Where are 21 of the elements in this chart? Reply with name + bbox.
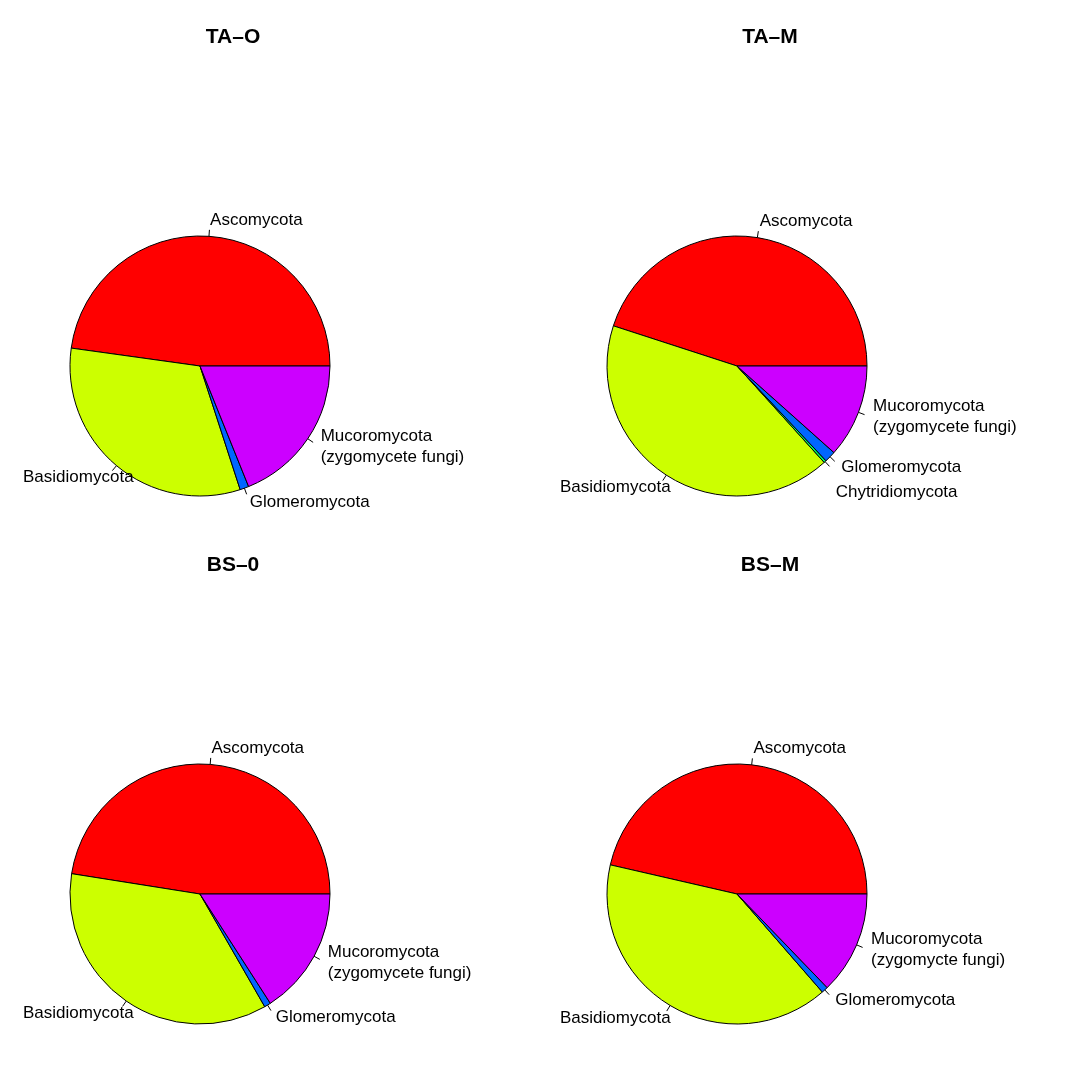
slice-label: Basidiomycota [23, 1003, 135, 1023]
slice-label: Mucoromycota (zygomycte fungi) [870, 929, 1006, 970]
chart-title: BS–0 [206, 552, 260, 575]
slice-label: Mucoromycota (zygomycete fungi) [873, 396, 1017, 437]
chart-title: TA–M [742, 24, 798, 47]
chart-title: TA–O [205, 24, 261, 47]
slice-label: Mucoromycota (zygomycete fungi) [327, 942, 472, 983]
slice-label: Basidiomycota [560, 477, 672, 497]
slice-label: Basidiomycota [560, 1008, 672, 1028]
slice-label: Ascomycota [759, 211, 853, 231]
slice-label: Glomeromycota [835, 990, 956, 1010]
slice-label: Basidiomycota [23, 467, 135, 487]
slice-label: Ascomycota [211, 738, 305, 758]
slice-label: Glomeromycota [841, 457, 962, 477]
slice-label: Ascomycota [210, 210, 304, 230]
slice-label: Glomeromycota [275, 1007, 397, 1027]
chart-title: BS–M [740, 552, 800, 575]
slice-label: Glomeromycota [249, 492, 371, 512]
slice-label: Mucoromycota (zygomycete fungi) [320, 426, 465, 467]
slice-label: Ascomycota [753, 738, 847, 758]
slice-label: Chytridiomycota [835, 482, 959, 502]
